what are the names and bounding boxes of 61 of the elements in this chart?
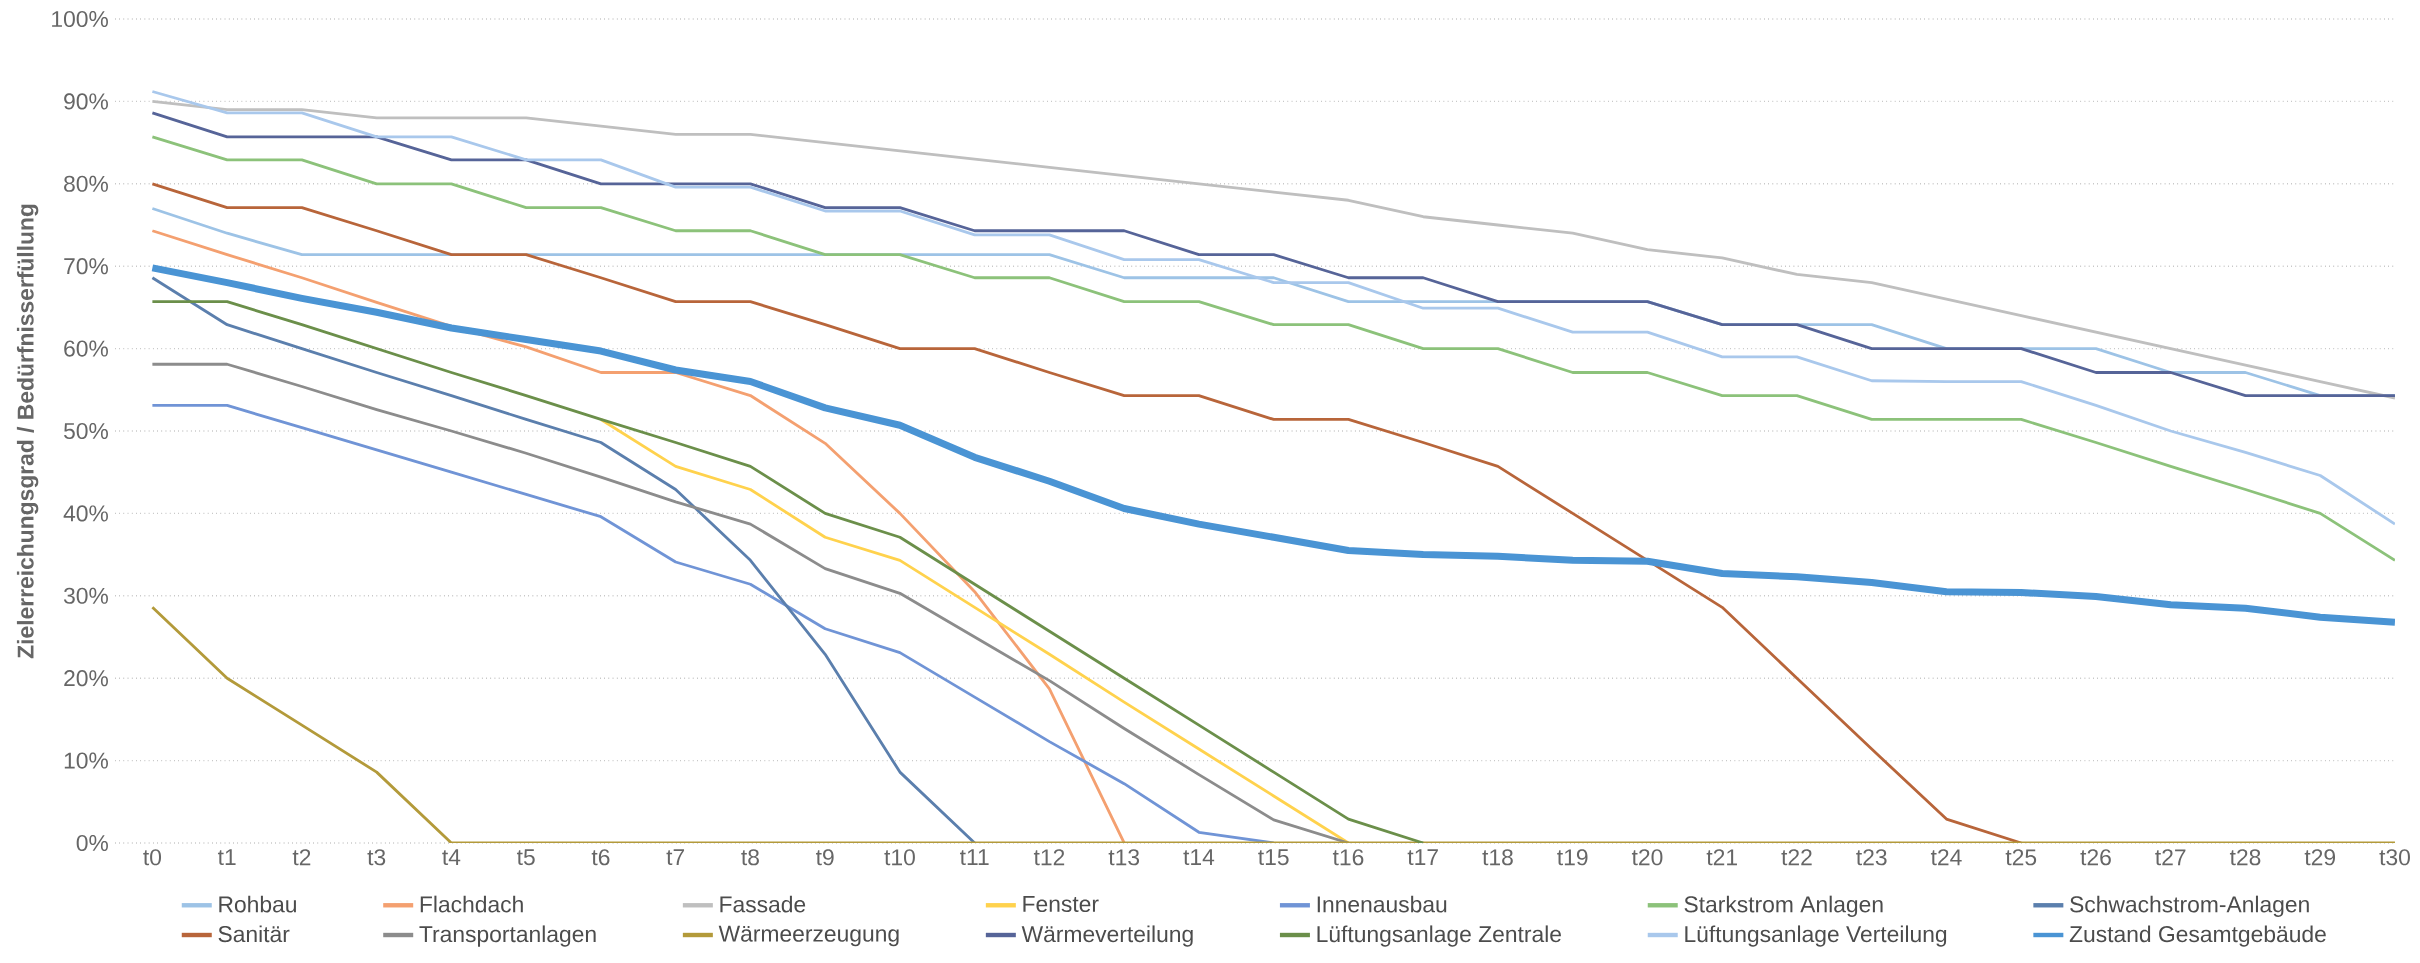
legend-label: Rohbau bbox=[219, 895, 296, 913]
x-tick-label: t1 bbox=[217, 849, 236, 866]
x-tick-label: t12 bbox=[1033, 849, 1065, 866]
legend-label: Innenausbau bbox=[1317, 895, 1447, 913]
x-tick-label: t6 bbox=[591, 849, 610, 866]
x-tick-label: t22 bbox=[1781, 849, 1812, 866]
x-tick-label: t8 bbox=[741, 849, 759, 866]
y-tick-label: 0% bbox=[76, 834, 108, 852]
legend-label: Flachdach bbox=[420, 895, 523, 913]
legend-label: Zustand Gesamtgebäude bbox=[2069, 925, 2326, 947]
legend-label: Fassade bbox=[720, 895, 806, 913]
y-tick-label: 50% bbox=[63, 422, 108, 440]
y-tick-label: 80% bbox=[64, 175, 108, 192]
y-tick-label: 30% bbox=[63, 587, 108, 604]
y-tick-label: 90% bbox=[64, 93, 108, 110]
x-tick-label: t17 bbox=[1407, 849, 1438, 866]
legend-label: Wärmeverteilung bbox=[1021, 925, 1193, 947]
x-tick-label: t28 bbox=[2229, 849, 2261, 866]
y-tick-label: 20% bbox=[64, 670, 108, 687]
x-tick-label: t7 bbox=[666, 849, 685, 866]
x-tick-label: t4 bbox=[442, 849, 461, 866]
x-tick-label: t24 bbox=[1930, 849, 1962, 866]
line-series bbox=[150, 90, 2395, 526]
y-tick-label: 40% bbox=[63, 505, 108, 522]
x-tick-label: t15 bbox=[1258, 849, 1289, 866]
x-tick-label: t16 bbox=[1332, 849, 1364, 866]
x-tick-label: t10 bbox=[884, 849, 915, 866]
x-tick-label: t25 bbox=[2005, 849, 2037, 866]
legend-label: Sanitär bbox=[218, 925, 290, 943]
legend-label: Wärmeerzeugung bbox=[718, 925, 899, 947]
x-tick-label: t29 bbox=[2304, 849, 2336, 866]
x-tick-label: t26 bbox=[2080, 849, 2111, 866]
x-tick-label: t23 bbox=[1856, 849, 1887, 866]
x-tick-label: t5 bbox=[516, 849, 535, 866]
x-tick-label: t13 bbox=[1108, 849, 1140, 866]
legend-label: Fenster bbox=[1023, 896, 1099, 913]
y-tick-label: 70% bbox=[64, 258, 108, 275]
x-tick-label: t11 bbox=[960, 849, 989, 866]
x-tick-label: t2 bbox=[292, 849, 311, 866]
legend-label: Transportanlagen bbox=[419, 925, 596, 947]
x-tick-label: t19 bbox=[1557, 849, 1588, 866]
legend-label: Schwachstrom-Anlagen bbox=[2070, 895, 2309, 917]
x-tick-label: t30 bbox=[2379, 849, 2410, 866]
y-tick-label: 100% bbox=[52, 10, 108, 28]
y-tick-label: 10% bbox=[64, 752, 108, 769]
x-tick-label: t9 bbox=[816, 849, 834, 866]
y-tick-label: 60% bbox=[64, 340, 108, 357]
x-tick-label: t3 bbox=[367, 849, 386, 866]
y-axis-title: Zielerreichungsgrad / Bedürfnisserfüllung bbox=[16, 204, 39, 659]
x-tick-label: t0 bbox=[143, 849, 162, 866]
legend-label: Lüftungsanlage Verteilung bbox=[1685, 925, 1947, 947]
x-tick-label: t27 bbox=[2155, 849, 2186, 866]
legend-label: Starkstrom Anlagen bbox=[1684, 895, 1883, 917]
x-tick-label: t21 bbox=[1706, 849, 1737, 866]
line-series bbox=[599, 418, 1350, 843]
legend-label: Lüftungsanlage Zentrale bbox=[1317, 925, 1561, 947]
line-series bbox=[150, 229, 1126, 843]
x-tick-label: t18 bbox=[1482, 849, 1513, 866]
x-tick-label: t14 bbox=[1183, 849, 1215, 866]
line-series bbox=[150, 276, 977, 843]
x-tick-label: t20 bbox=[1631, 849, 1663, 866]
